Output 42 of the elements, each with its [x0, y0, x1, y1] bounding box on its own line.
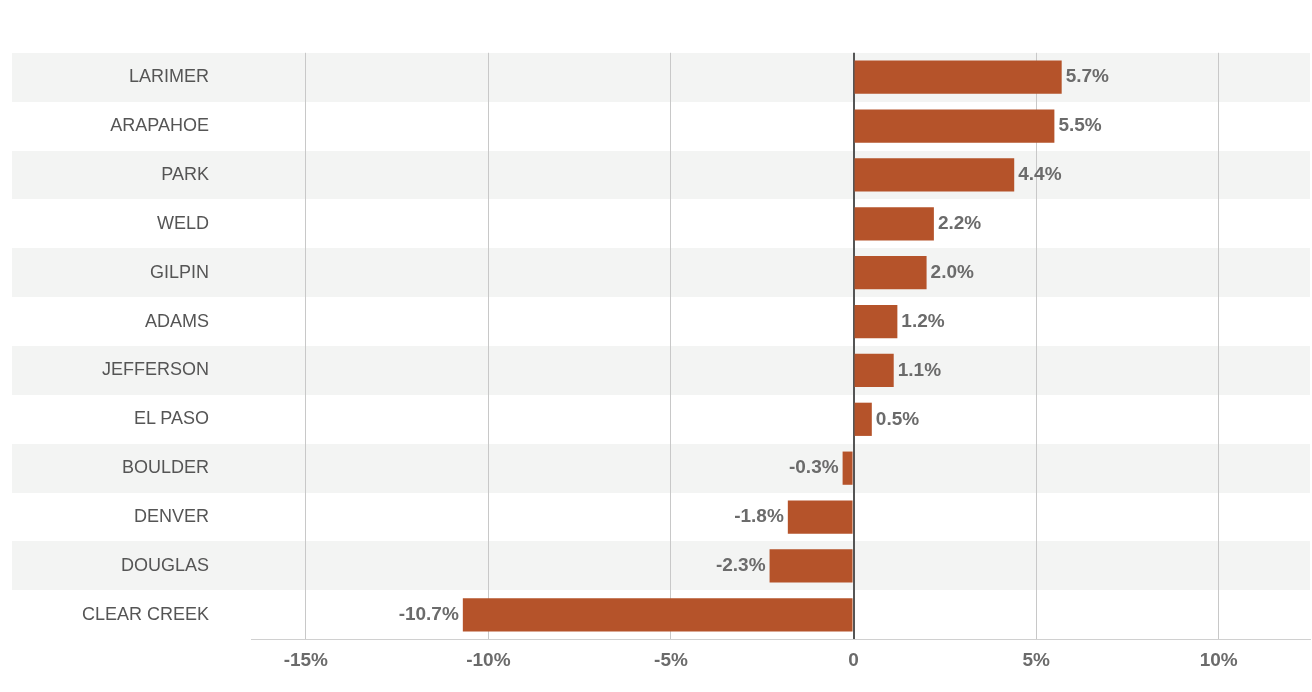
- data-label: 5.7%: [1065, 65, 1110, 87]
- y-tick-label: ADAMS: [145, 310, 210, 331]
- y-tick-label: EL PASO: [133, 408, 210, 429]
- bar: [854, 304, 898, 339]
- y-tick-label: DOUGLAS: [121, 554, 210, 575]
- bar: [854, 158, 1015, 192]
- bar: [854, 353, 894, 388]
- bar: [854, 256, 927, 290]
- y-tick-label: LARIMER: [129, 66, 210, 87]
- data-label: -2.3%: [715, 554, 766, 576]
- bar: [854, 402, 872, 436]
- y-tick-label: DENVER: [134, 506, 210, 526]
- y-tick-label: CLEAR CREEK: [81, 603, 210, 624]
- data-label: -10.7%: [398, 603, 459, 624]
- y-tick-label: ARAPAHOE: [110, 115, 210, 136]
- bar: [462, 598, 853, 632]
- data-label: 5.5%: [1058, 114, 1102, 136]
- bar: [854, 60, 1062, 94]
- y-tick-label: JEFFERSON: [102, 359, 210, 380]
- x-tick-label: 10%: [1199, 648, 1238, 670]
- data-label: 2.0%: [930, 260, 974, 282]
- bar: [787, 500, 853, 534]
- x-tick-label: 0: [848, 648, 859, 670]
- data-label: 0.5%: [875, 407, 920, 429]
- data-label: -1.8%: [734, 505, 784, 527]
- bar: [769, 549, 853, 583]
- y-tick-label: GILPIN: [150, 261, 210, 282]
- x-tick-label: -15%: [283, 648, 329, 670]
- y-tick-label: PARK: [161, 163, 210, 184]
- x-tick-label: -5%: [654, 648, 688, 670]
- x-tick-label: 5%: [1022, 648, 1050, 670]
- x-tick-label: -10%: [466, 648, 511, 670]
- data-label: 2.2%: [937, 212, 982, 234]
- data-label: 1.1%: [897, 358, 942, 380]
- data-label: -0.3%: [788, 456, 839, 478]
- data-label: 1.2%: [901, 309, 945, 331]
- bar: [842, 451, 853, 485]
- y-tick-label: WELD: [157, 212, 210, 233]
- bar: [854, 109, 1055, 143]
- y-tick-label: BOULDER: [122, 457, 210, 478]
- data-label: 4.4%: [1018, 163, 1062, 185]
- bar: [854, 207, 934, 241]
